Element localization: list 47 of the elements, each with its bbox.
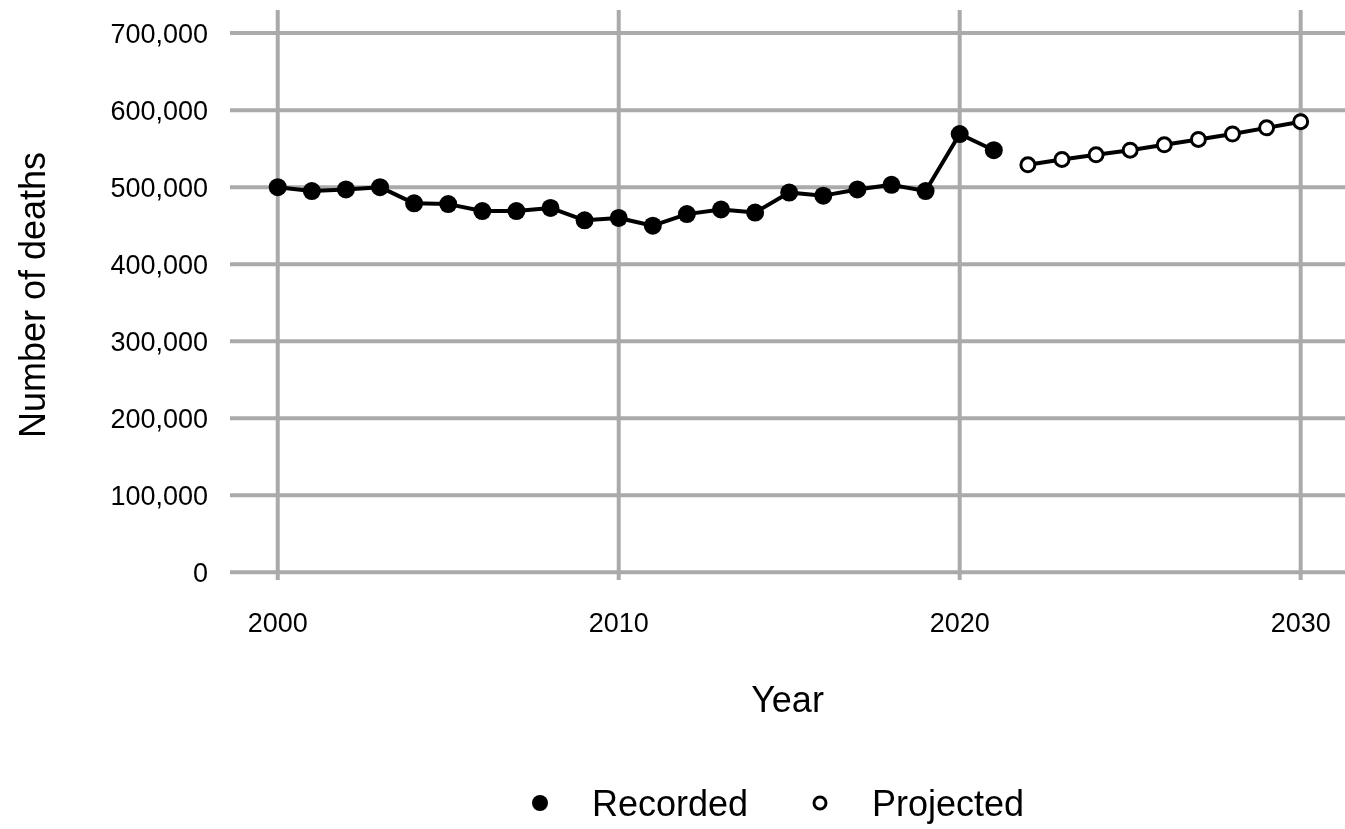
x-tick-label: 2000	[247, 608, 308, 638]
point	[439, 195, 458, 214]
x-tick-label: 2010	[588, 608, 649, 638]
point	[1087, 146, 1105, 164]
x-tick-label: 2020	[929, 608, 990, 638]
point	[984, 141, 1003, 160]
point	[814, 186, 833, 205]
x-axis-title: Year	[751, 679, 824, 720]
point	[916, 182, 935, 201]
point	[1292, 113, 1310, 131]
point	[1155, 136, 1173, 154]
point	[302, 182, 321, 201]
point	[541, 198, 560, 217]
point	[848, 180, 867, 199]
x-tick-label: 2030	[1270, 608, 1331, 638]
point	[780, 183, 799, 202]
point	[677, 205, 696, 224]
y-tick-label: 0	[192, 557, 208, 588]
legend-label: Recorded	[592, 782, 749, 824]
point	[746, 203, 765, 222]
y-tick-label: 200,000	[110, 403, 208, 434]
y-tick-label: 100,000	[110, 480, 208, 511]
y-tick-label: 300,000	[110, 326, 208, 357]
point	[336, 180, 355, 199]
y-tick-label: 500,000	[110, 172, 208, 203]
point	[882, 175, 901, 194]
point	[507, 202, 526, 221]
point	[712, 200, 731, 219]
point	[1258, 119, 1276, 137]
y-tick-label: 700,000	[110, 18, 208, 49]
point	[643, 216, 662, 235]
point	[473, 202, 492, 221]
point	[609, 208, 628, 227]
y-tick-label: 400,000	[110, 249, 208, 280]
y-axis-title: Number of deaths	[12, 151, 53, 439]
point	[268, 178, 287, 197]
legend-label: Projected	[872, 782, 1025, 824]
point	[950, 125, 969, 144]
point	[1223, 125, 1241, 143]
point	[1019, 156, 1037, 174]
point	[1189, 130, 1207, 148]
point	[405, 194, 424, 213]
point	[575, 211, 594, 230]
point	[1121, 141, 1139, 159]
point	[1053, 150, 1071, 168]
point	[371, 178, 390, 197]
y-tick-label: 600,000	[110, 95, 208, 126]
